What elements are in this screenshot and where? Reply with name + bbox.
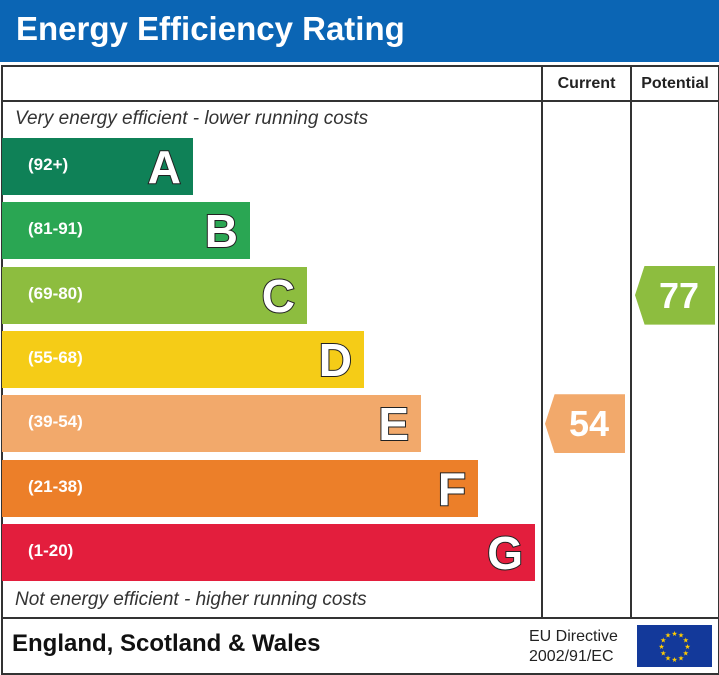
- current-rating-arrow: 54: [545, 394, 625, 454]
- star-icon: ★: [683, 650, 689, 658]
- band-b: (81-91) B: [2, 202, 250, 260]
- eu-flag-icon: ★ ★ ★ ★ ★ ★ ★ ★ ★ ★ ★ ★: [637, 625, 712, 667]
- band-g: (1-20) G: [2, 523, 535, 581]
- band-f: (21-38) F: [2, 459, 478, 517]
- directive-line2: 2002/91/EC: [529, 648, 614, 665]
- band-a: (92+) A: [2, 138, 193, 195]
- band-range: (1-20): [28, 540, 74, 560]
- band-letter: C: [261, 269, 296, 323]
- column-divider: [541, 65, 543, 618]
- star-icon: ★: [684, 643, 690, 651]
- band-letter: D: [318, 333, 353, 387]
- star-icon: ★: [665, 632, 671, 640]
- band-letter: G: [486, 526, 524, 580]
- top-note: Very energy efficient - lower running co…: [15, 108, 369, 129]
- band-range: (69-80): [28, 283, 83, 303]
- column-divider: [630, 65, 632, 618]
- star-icon: ★: [660, 650, 666, 658]
- band-letter: E: [377, 397, 410, 451]
- header-divider: [1, 100, 718, 102]
- star-icon: ★: [665, 654, 671, 662]
- column-current: Current: [557, 75, 616, 92]
- band-e: (39-54) E: [2, 395, 421, 453]
- star-icon: ★: [683, 637, 689, 645]
- band-range: (81-91): [28, 219, 83, 239]
- footer-divider: [1, 617, 718, 619]
- eu-directive: EU Directive 2002/91/EC: [529, 627, 618, 667]
- column-potential: Potential: [641, 75, 709, 92]
- band-range: (55-68): [28, 347, 83, 367]
- directive-line1: EU Directive: [529, 628, 618, 645]
- star-icon: ★: [658, 643, 664, 651]
- band-range: (21-38): [28, 476, 83, 496]
- star-icon: ★: [678, 654, 684, 662]
- star-icon: ★: [678, 632, 684, 640]
- chart-title: Energy Efficiency Rating: [16, 10, 405, 47]
- bottom-note: Not energy efficient - higher running co…: [15, 589, 367, 610]
- star-icon: ★: [671, 630, 677, 638]
- potential-rating-arrow: 77: [635, 265, 715, 325]
- band-letter: B: [204, 204, 239, 258]
- band-d: (55-68) D: [2, 330, 364, 388]
- region-label: England, Scotland & Wales: [12, 630, 321, 657]
- band-letter: F: [437, 462, 467, 516]
- header-bar: Energy Efficiency Rating: [0, 0, 719, 62]
- band-letter: A: [147, 140, 182, 194]
- band-c: (69-80) C: [2, 266, 307, 324]
- star-icon: ★: [660, 637, 666, 645]
- band-range: (92+): [28, 155, 69, 174]
- band-range: (39-54): [28, 412, 83, 432]
- star-icon: ★: [671, 656, 677, 664]
